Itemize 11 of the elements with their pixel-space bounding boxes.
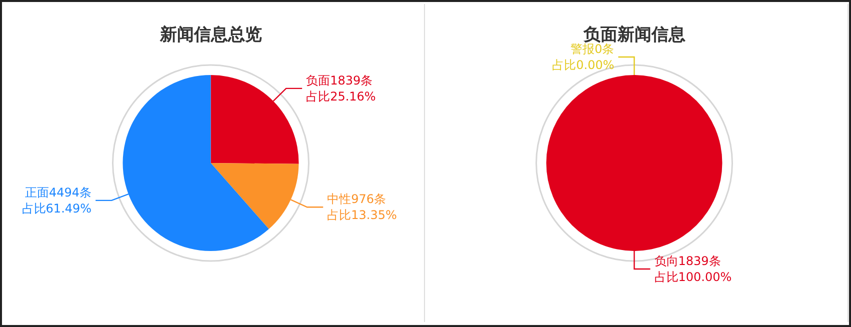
slice-label: 负向1839条 xyxy=(654,254,721,268)
slice-label: 负面1839条 xyxy=(306,73,373,88)
text: 占比25.16% xyxy=(306,89,376,104)
text: 占比0.00% xyxy=(552,58,614,72)
text: 占比61.49% xyxy=(22,201,92,216)
slice-label: 正面4494条 xyxy=(25,185,92,200)
slice-label: 中性976条 xyxy=(327,192,386,206)
category-label: 警报0条 xyxy=(570,42,614,56)
text: 占比13.35% xyxy=(327,208,397,222)
chart-title: 新闻信息总览 xyxy=(158,25,262,45)
text: 占比100.00% xyxy=(654,270,732,284)
